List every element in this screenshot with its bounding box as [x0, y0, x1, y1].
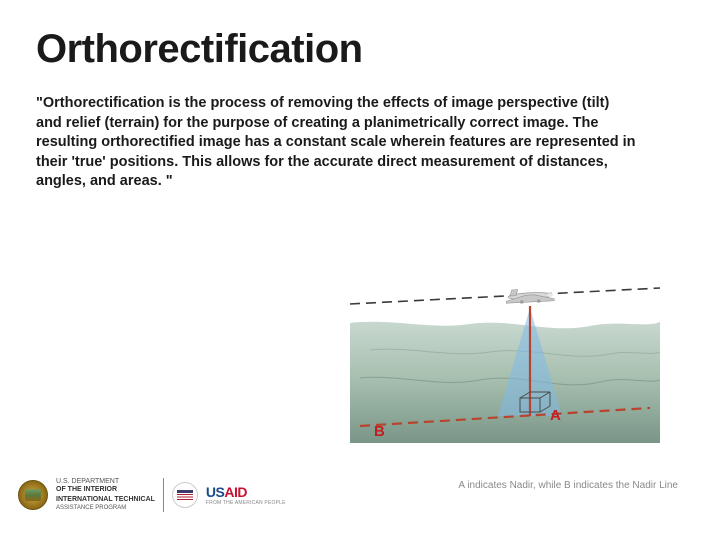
doi-text-block: U.S. DEPARTMENT OF THE INTERIOR INTERNAT… [56, 478, 155, 512]
usaid-text-block: USAID FROM THE AMERICAN PEOPLE [206, 484, 286, 506]
diagram-caption: A indicates Nadir, while B indicates the… [458, 480, 678, 491]
slide-title: Orthorectification [36, 28, 684, 70]
doi-line2: OF THE INTERIOR [56, 486, 155, 494]
doi-line4: ASSISTANCE PROGRAM [56, 505, 155, 512]
usaid-subtitle: FROM THE AMERICAN PEOPLE [206, 500, 286, 506]
diagram-svg: A B [350, 268, 660, 443]
footer-logo-row: U.S. DEPARTMENT OF THE INTERIOR INTERNAT… [18, 478, 286, 512]
diagram-label-a: A [550, 407, 561, 424]
usaid-seal-icon [172, 482, 198, 508]
diagram-sky [350, 268, 660, 323]
usaid-aid: AID [224, 484, 247, 500]
slide-body-text: "Orthorectification is the process of re… [36, 94, 636, 192]
orthorectification-diagram: A B [350, 268, 660, 443]
diagram-label-b: B [374, 423, 385, 440]
logo-divider [163, 478, 164, 512]
slide-container: Orthorectification "Orthorectification i… [0, 0, 720, 540]
usaid-wordmark: USAID [206, 484, 286, 500]
usaid-us: US [206, 484, 224, 500]
doi-line1: U.S. DEPARTMENT [56, 478, 155, 486]
doi-line3: INTERNATIONAL TECHNICAL [56, 496, 155, 504]
doi-seal-icon [18, 480, 48, 510]
